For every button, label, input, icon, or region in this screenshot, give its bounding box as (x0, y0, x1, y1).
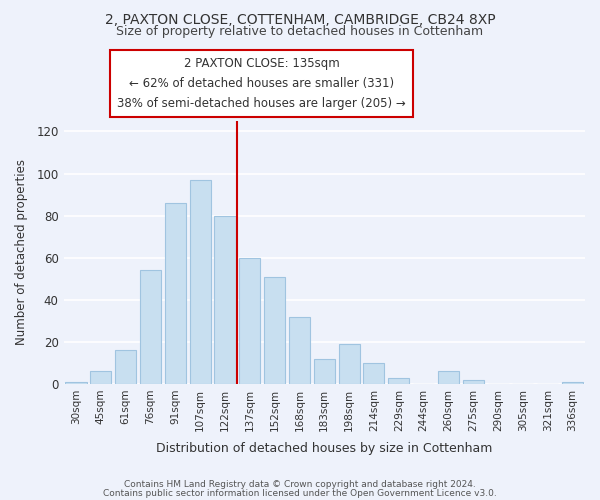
Bar (115, 350, 136, 384)
Text: 2, PAXTON CLOSE, COTTENHAM, CAMBRIDGE, CB24 8XP: 2, PAXTON CLOSE, COTTENHAM, CAMBRIDGE, C… (104, 12, 496, 26)
Bar (239, 258, 260, 384)
X-axis label: Distribution of detached houses by size in Cottenham: Distribution of detached houses by size … (156, 442, 493, 455)
Bar (140, 270, 161, 384)
Y-axis label: Number of detached properties: Number of detached properties (15, 160, 28, 346)
Bar (388, 378, 409, 384)
Text: Contains public sector information licensed under the Open Government Licence v3: Contains public sector information licen… (103, 490, 497, 498)
Text: 2 PAXTON CLOSE: 135sqm
← 62% of detached houses are smaller (331)
38% of semi-de: 2 PAXTON CLOSE: 135sqm ← 62% of detached… (118, 58, 406, 110)
Bar (190, 180, 211, 384)
Bar (90, 372, 112, 384)
Bar (264, 276, 285, 384)
Bar (364, 363, 385, 384)
Bar (463, 380, 484, 384)
Bar (214, 216, 236, 384)
Bar (65, 382, 86, 384)
Bar (165, 203, 186, 384)
Text: Size of property relative to detached houses in Cottenham: Size of property relative to detached ho… (116, 25, 484, 38)
Bar (562, 382, 583, 384)
Bar (438, 372, 459, 384)
Bar (289, 316, 310, 384)
Bar (314, 358, 335, 384)
Bar (338, 344, 359, 384)
Text: Contains HM Land Registry data © Crown copyright and database right 2024.: Contains HM Land Registry data © Crown c… (124, 480, 476, 489)
